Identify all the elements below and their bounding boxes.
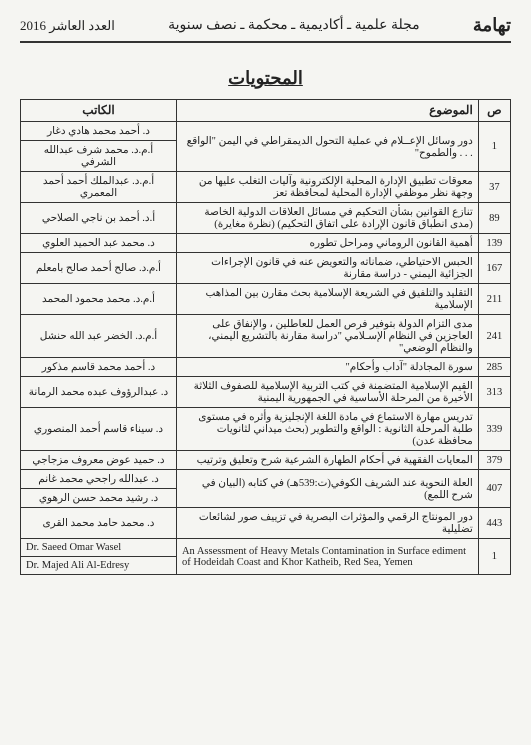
table-row: 211التقليد والتلفيق في الشريعة الإسلامية… bbox=[21, 284, 511, 315]
cell-author: د. حميد عوض معروف مزجاجي bbox=[21, 451, 177, 470]
cell-topic: تنازع القوانين بشأن التحكيم في مسائل الع… bbox=[176, 203, 478, 234]
cell-topic: معوقات تطبيق الإدارة المحلية الإلكترونية… bbox=[176, 172, 478, 203]
cell-topic: المعايات الفقهية في أحكام الطهارة الشرعي… bbox=[176, 451, 478, 470]
cell-topic: سورة المجادلة "آداب وأحكام" bbox=[176, 358, 478, 377]
cell-page: 1 bbox=[478, 539, 510, 575]
cell-page: 313 bbox=[478, 377, 510, 408]
cell-author: Dr. Saeed Omar Wasel bbox=[21, 539, 177, 557]
table-row: 407العلة النحوية عند الشريف الكوفي(ت:539… bbox=[21, 470, 511, 489]
journal-desc: مجلة علمية ـ أكاديمية ـ محكمة ـ نصف سنوي… bbox=[168, 17, 420, 34]
cell-topic: دور وسائل الإعــلام في عملية التحول الدي… bbox=[176, 122, 478, 172]
cell-page: 443 bbox=[478, 508, 510, 539]
cell-page: 407 bbox=[478, 470, 510, 508]
cell-author: Dr. Majed Ali Al-Edresy bbox=[21, 557, 177, 575]
cell-author: أ.م.د. صالح أحمد صالح بامعلم bbox=[21, 253, 177, 284]
table-row: 89تنازع القوانين بشأن التحكيم في مسائل ا… bbox=[21, 203, 511, 234]
issue-info: العدد العاشر 2016 bbox=[20, 18, 115, 34]
cell-page: 339 bbox=[478, 408, 510, 451]
contents-title: المحتويات bbox=[20, 68, 511, 89]
cell-author: أ.د. أحمد بن ناجي الصلاحي bbox=[21, 203, 177, 234]
cell-topic: تدريس مهارة الاستماع في مادة اللغة الإنج… bbox=[176, 408, 478, 451]
cell-topic: أهمية القانون الروماني ومراحل تطوره bbox=[176, 234, 478, 253]
cell-author: د. عبدالله راجحي محمد غانم bbox=[21, 470, 177, 489]
table-row: 37معوقات تطبيق الإدارة المحلية الإلكترون… bbox=[21, 172, 511, 203]
cell-author: أ.م.د. الخضر عبد الله حنشل bbox=[21, 315, 177, 358]
cell-page: 241 bbox=[478, 315, 510, 358]
cell-topic: مدى التزام الدولة بتوفير فرص العمل للعاط… bbox=[176, 315, 478, 358]
table-header-row: ص الموضوع الكاتب bbox=[21, 100, 511, 122]
cell-page: 285 bbox=[478, 358, 510, 377]
table-row: 167الحبس الاحتياطي، ضماناته والتعويض عنه… bbox=[21, 253, 511, 284]
header-author: الكاتب bbox=[21, 100, 177, 122]
cell-topic: العلة النحوية عند الشريف الكوفي(ت:539هـ)… bbox=[176, 470, 478, 508]
table-row: 241مدى التزام الدولة بتوفير فرص العمل لل… bbox=[21, 315, 511, 358]
cell-topic: الحبس الاحتياطي، ضماناته والتعويض عنه في… bbox=[176, 253, 478, 284]
cell-page: 1 bbox=[478, 122, 510, 172]
cell-topic: دور المونتاج الرقمي والمؤثرات البصرية في… bbox=[176, 508, 478, 539]
cell-author: د. أحمد محمد هادي دغار bbox=[21, 122, 177, 141]
cell-author: أ.م.د. محمد محمود المحمد bbox=[21, 284, 177, 315]
table-row: 1An Assessment of Heavy Metals Contamina… bbox=[21, 539, 511, 557]
cell-page: 167 bbox=[478, 253, 510, 284]
table-row: 339تدريس مهارة الاستماع في مادة اللغة ال… bbox=[21, 408, 511, 451]
cell-author: أ.م.د. محمد شرف عبدالله الشرفي bbox=[21, 141, 177, 172]
cell-author: د. محمد عبد الحميد العلوي bbox=[21, 234, 177, 253]
cell-page: 211 bbox=[478, 284, 510, 315]
cell-page: 379 bbox=[478, 451, 510, 470]
header-page: ص bbox=[478, 100, 510, 122]
header-topic: الموضوع bbox=[176, 100, 478, 122]
cell-author: د. سيناء قاسم أحمد المنصوري bbox=[21, 408, 177, 451]
contents-table: ص الموضوع الكاتب 1دور وسائل الإعــلام في… bbox=[20, 99, 511, 575]
cell-author: أ.م.د. عبدالملك أحمد أحمد المعمري bbox=[21, 172, 177, 203]
table-row: 139أهمية القانون الروماني ومراحل تطورهد.… bbox=[21, 234, 511, 253]
cell-author: د. أحمد محمد قاسم مذكور bbox=[21, 358, 177, 377]
cell-topic: التقليد والتلفيق في الشريعة الإسلامية بح… bbox=[176, 284, 478, 315]
cell-author: د. عبدالرؤوف عبده محمد الرمانة bbox=[21, 377, 177, 408]
cell-page: 89 bbox=[478, 203, 510, 234]
cell-topic: القيم الإسلامية المتضمنة في كتب التربية … bbox=[176, 377, 478, 408]
table-row: 379المعايات الفقهية في أحكام الطهارة الش… bbox=[21, 451, 511, 470]
cell-topic: An Assessment of Heavy Metals Contaminat… bbox=[176, 539, 478, 575]
table-row: 313القيم الإسلامية المتضمنة في كتب الترب… bbox=[21, 377, 511, 408]
table-row: 443دور المونتاج الرقمي والمؤثرات البصرية… bbox=[21, 508, 511, 539]
cell-author: د. محمد حامد محمد القرى bbox=[21, 508, 177, 539]
header-row: تهامة مجلة علمية ـ أكاديمية ـ محكمة ـ نص… bbox=[20, 15, 511, 43]
table-row: 1دور وسائل الإعــلام في عملية التحول الد… bbox=[21, 122, 511, 141]
cell-author: د. رشيد محمد حسن الرهوي bbox=[21, 489, 177, 508]
journal-name: تهامة bbox=[473, 15, 511, 36]
cell-page: 37 bbox=[478, 172, 510, 203]
table-row: 285سورة المجادلة "آداب وأحكام"د. أحمد مح… bbox=[21, 358, 511, 377]
cell-page: 139 bbox=[478, 234, 510, 253]
